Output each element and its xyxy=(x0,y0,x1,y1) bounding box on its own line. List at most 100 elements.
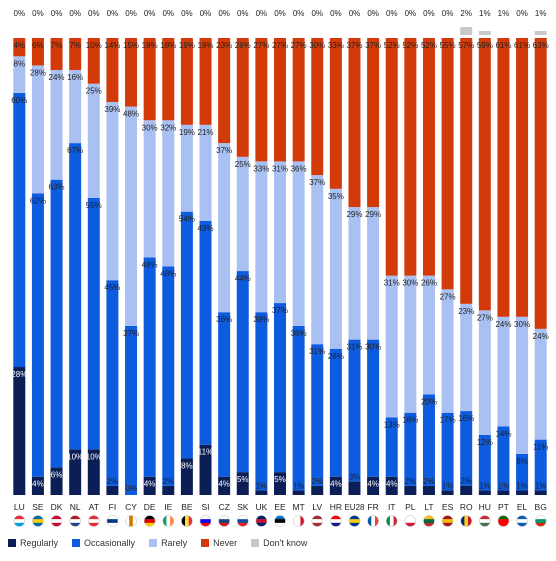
bar-regularly-pl xyxy=(404,485,417,495)
bar-regularly-mt xyxy=(292,490,305,495)
label-never-bg: 63% xyxy=(533,41,549,50)
flag-el xyxy=(516,515,528,527)
label-dontknow-se: 0% xyxy=(32,9,44,18)
bar-rarely-ro xyxy=(460,303,473,412)
label-regularly-es: 1% xyxy=(442,481,454,490)
label-dontknow-fi: 0% xyxy=(107,9,119,18)
x-label-de: DE xyxy=(144,502,156,512)
label-never-ee: 27% xyxy=(272,41,288,50)
label-dontknow-pl: 0% xyxy=(405,9,417,18)
legend-label-occasionally: Occasionally xyxy=(84,538,136,548)
label-rarely-fi: 39% xyxy=(104,105,120,114)
bar-never-hr xyxy=(329,38,342,189)
bar-regularly-fi xyxy=(106,485,119,495)
label-rarely-bg: 24% xyxy=(533,332,549,341)
label-regularly-pt: 1% xyxy=(498,481,510,490)
bar-regularly-bg xyxy=(534,490,547,495)
x-label-nl: NL xyxy=(70,502,81,512)
label-rarely-cy: 48% xyxy=(123,110,139,119)
bar-rarely-ie xyxy=(162,120,175,267)
flag-uk xyxy=(255,515,267,527)
label-occasionally-lt: 20% xyxy=(421,397,437,406)
flag-nl xyxy=(69,515,81,527)
flag-border-lu xyxy=(13,515,26,527)
flag-si xyxy=(200,515,212,527)
label-occasionally-fr: 30% xyxy=(365,343,381,352)
flag-se xyxy=(32,515,44,527)
flag-eu28 xyxy=(348,515,360,527)
label-rarely-es: 27% xyxy=(440,292,456,301)
label-occasionally-sk: 44% xyxy=(235,274,251,283)
bar-dontknow-hu xyxy=(478,31,491,35)
bar-occasionally-si xyxy=(199,220,212,445)
bar-occasionally-ro xyxy=(460,411,473,486)
bar-occasionally-el xyxy=(516,453,529,491)
bar-never-at xyxy=(87,38,100,84)
label-occasionally-lv: 31% xyxy=(309,347,325,356)
bar-regularly-el xyxy=(516,490,529,495)
x-label-hu: HU xyxy=(479,502,491,512)
label-dontknow-es: 0% xyxy=(442,9,454,18)
label-occasionally-de: 48% xyxy=(142,260,158,269)
bar-rarely-pt xyxy=(497,316,510,427)
x-label-mt: MT xyxy=(292,502,304,512)
label-regularly-ee: 5% xyxy=(274,475,286,484)
label-regularly-fr: 4% xyxy=(367,480,379,489)
label-dontknow-nl: 0% xyxy=(69,9,81,18)
flag-border-lt xyxy=(423,515,435,527)
label-never-si: 19% xyxy=(198,41,214,50)
bar-occasionally-lu xyxy=(13,92,26,368)
label-rarely-pt: 24% xyxy=(495,320,511,329)
flags-row xyxy=(13,515,547,527)
flag-lu xyxy=(13,515,25,527)
legend-swatch-rarely xyxy=(149,539,158,547)
bar-occasionally-se xyxy=(31,193,44,477)
bar-regularly-nl xyxy=(69,449,82,495)
label-occasionally-el: 8% xyxy=(516,457,528,466)
label-never-se: 6% xyxy=(32,41,44,50)
bars-layer xyxy=(13,27,547,495)
x-label-it: IT xyxy=(388,502,396,512)
bar-never-si xyxy=(199,38,212,125)
bar-regularly-at xyxy=(87,449,100,495)
flag-cy xyxy=(125,515,137,527)
label-never-cy: 15% xyxy=(123,41,139,50)
flag-border-it xyxy=(385,515,398,527)
label-regularly-se: 4% xyxy=(32,480,44,489)
bar-regularly-de xyxy=(143,476,156,495)
label-rarely-hu: 27% xyxy=(477,313,493,322)
bar-never-pl xyxy=(404,38,417,276)
bar-occasionally-hr xyxy=(329,348,342,477)
flag-border-lv xyxy=(311,515,323,527)
label-occasionally-it: 13% xyxy=(384,420,400,429)
bar-occasionally-lv xyxy=(311,344,324,486)
x-label-uk: UK xyxy=(255,502,267,512)
bar-rarely-lv xyxy=(311,175,324,345)
bar-occasionally-dk xyxy=(50,179,63,468)
x-label-ro: RO xyxy=(460,502,473,512)
label-never-nl: 7% xyxy=(69,41,81,50)
label-occasionally-ro: 16% xyxy=(458,414,474,423)
bar-occasionally-fi xyxy=(106,280,119,486)
label-occasionally-lu: 60% xyxy=(11,96,27,105)
label-rarely-hr: 35% xyxy=(328,192,344,201)
bar-rarely-it xyxy=(385,275,398,418)
label-occasionally-uk: 39% xyxy=(253,315,269,324)
bar-regularly-hu xyxy=(478,490,491,495)
bar-rarely-bg xyxy=(534,328,547,440)
bar-never-nl xyxy=(69,38,82,70)
label-occasionally-ie: 48% xyxy=(160,270,176,279)
label-regularly-lt: 2% xyxy=(423,477,435,486)
label-rarely-se: 28% xyxy=(30,68,46,77)
label-never-ie: 18% xyxy=(160,41,176,50)
legend: Regularly Occasionally Rarely Never Don'… xyxy=(8,538,307,548)
bar-occasionally-de xyxy=(143,257,156,477)
x-label-fi: FI xyxy=(109,502,117,512)
label-regularly-cz: 4% xyxy=(218,480,230,489)
bar-occasionally-lt xyxy=(422,394,435,486)
label-occasionally-hu: 12% xyxy=(477,438,493,447)
label-occasionally-se: 62% xyxy=(30,196,46,205)
label-occasionally-nl: 67% xyxy=(67,146,83,155)
flag-border-el xyxy=(516,515,528,527)
flag-border-es xyxy=(441,515,454,527)
